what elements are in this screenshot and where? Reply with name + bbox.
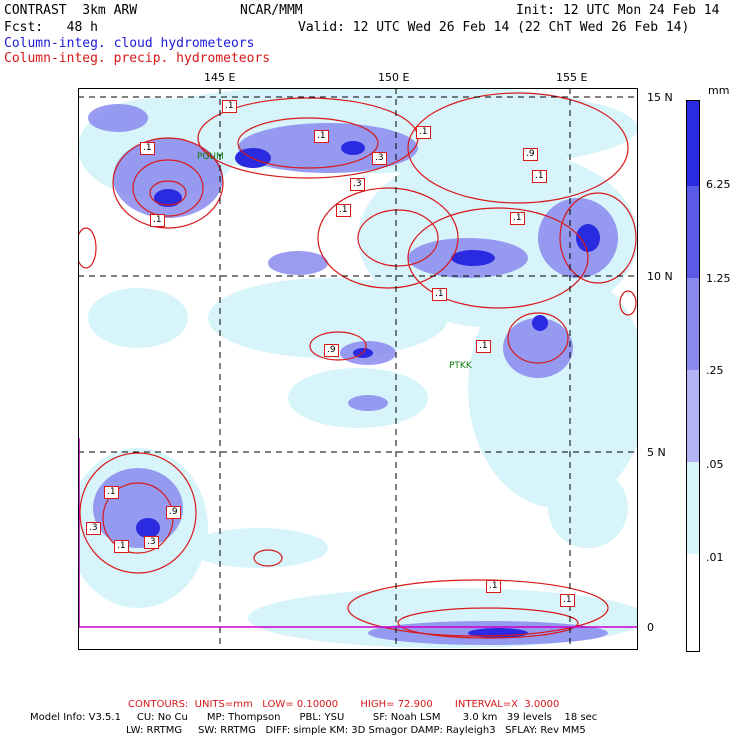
lon-label-145: 145 E xyxy=(204,71,236,84)
contour-label: .1 xyxy=(510,212,525,225)
station-ptkk: PTKK xyxy=(449,361,472,371)
contour-label: .1 xyxy=(114,540,129,553)
contour-label: .1 xyxy=(104,486,119,499)
contour-info: CONTOURS: UNITS=mm LOW= 0.10000 HIGH= 72… xyxy=(128,699,560,710)
lon-label-155: 155 E xyxy=(556,71,588,84)
contour-label: .1 xyxy=(416,126,431,139)
lat-label-0: 0 xyxy=(647,621,654,634)
contour-label: .9 xyxy=(523,148,538,161)
model-info-line2: LW: RRTMG SW: RRTMG DIFF: simple KM: 3D … xyxy=(126,725,586,736)
contour-label: .1 xyxy=(486,580,501,593)
colorbar-swatch xyxy=(687,278,699,370)
colorbar xyxy=(686,100,700,652)
contour-label: .3 xyxy=(144,536,159,549)
contour-label: .1 xyxy=(222,100,237,113)
contour-label: .1 xyxy=(432,288,447,301)
colorbar-label: .05 xyxy=(706,458,724,471)
contour-label: .9 xyxy=(166,506,181,519)
colorbar-swatch xyxy=(687,370,699,462)
contour-label: .3 xyxy=(372,152,387,165)
station-pgum: PGUM xyxy=(197,152,224,162)
forecast-hour: Fcst: 48 h xyxy=(4,20,98,35)
colorbar-label: .01 xyxy=(706,551,724,564)
legend-precip-hydrometeors: Column-integ. precip. hydrometeors xyxy=(4,51,271,66)
colorbar-unit: mm xyxy=(708,84,730,97)
colorbar-swatch xyxy=(687,101,699,186)
contour-label: .1 xyxy=(560,594,575,607)
contour-label: .1 xyxy=(314,130,329,143)
model-info-line1: Model Info: V3.5.1 CU: No Cu MP: Thompso… xyxy=(30,712,598,723)
contour-label: .1 xyxy=(336,204,351,217)
contour-label: .1 xyxy=(476,340,491,353)
lon-label-150: 150 E xyxy=(378,71,410,84)
contour-label: .3 xyxy=(86,522,101,535)
lat-label-15n: 15 N xyxy=(647,91,673,104)
init-time: Init: 12 UTC Mon 24 Feb 14 xyxy=(516,3,720,18)
valid-time: Valid: 12 UTC Wed 26 Feb 14 (22 ChT Wed … xyxy=(298,20,690,35)
lat-label-5n: 5 N xyxy=(647,446,666,459)
colorbar-label: 6.25 xyxy=(706,178,731,191)
colorbar-swatch xyxy=(687,186,699,278)
contour-label: .1 xyxy=(532,170,547,183)
colorbar-label: .25 xyxy=(706,364,724,377)
contour-label: .9 xyxy=(324,344,339,357)
hydrometeor-map xyxy=(78,88,638,650)
precip-contours xyxy=(78,92,637,639)
latlon-grid xyxy=(78,88,638,650)
contour-label: .3 xyxy=(350,178,365,191)
org-label: NCAR/MMM xyxy=(240,3,303,18)
colorbar-swatch xyxy=(687,462,699,554)
colorbar-swatch xyxy=(687,554,699,651)
colorbar-label: 1.25 xyxy=(706,272,731,285)
contour-label: .1 xyxy=(140,142,155,155)
contour-label: .1 xyxy=(150,214,165,227)
legend-cloud-hydrometeors: Column-integ. cloud hydrometeors xyxy=(4,36,255,51)
cloud-field-heavy xyxy=(136,141,600,638)
lat-label-10n: 10 N xyxy=(647,270,673,283)
model-title: CONTRAST 3km ARW xyxy=(4,3,138,18)
